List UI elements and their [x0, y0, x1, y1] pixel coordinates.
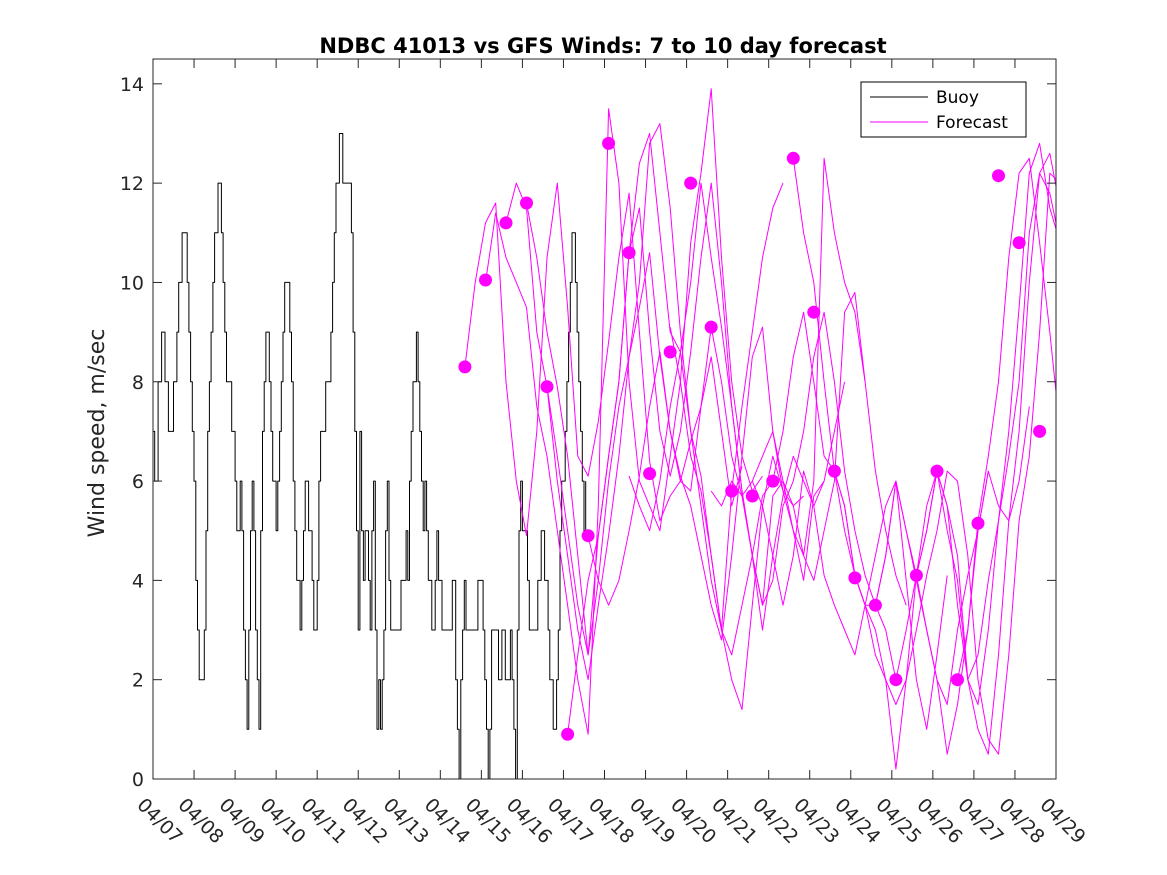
plot-area — [153, 88, 1056, 779]
y-tick-label: 0 — [132, 769, 144, 791]
y-tick-label: 10 — [120, 272, 144, 294]
forecast-marker-1 — [479, 273, 492, 287]
forecast-series-line-1 — [464, 182, 743, 537]
forecast-series-line-14 — [874, 142, 1056, 705]
legend-buoy-label: Buoy — [936, 88, 979, 108]
y-tick-label: 6 — [132, 471, 144, 493]
forecast-marker-10 — [663, 345, 677, 359]
forecast-series-line-11 — [751, 406, 1030, 755]
forecast-marker-21 — [889, 673, 903, 687]
forecast-series-line-15 — [915, 172, 1056, 681]
forecast-series-line-8 — [628, 182, 907, 606]
y-tick-label: 14 — [120, 74, 144, 96]
series-group — [153, 88, 1056, 779]
forecast-marker-4 — [540, 380, 554, 394]
forecast-marker-2 — [499, 216, 513, 230]
y-tick-label: 4 — [132, 570, 144, 592]
y-tick-label: 2 — [132, 670, 144, 692]
legend: Buoy Forecast — [860, 81, 1027, 138]
forecast-marker-26 — [992, 169, 1005, 183]
forecast-series-line-2 — [485, 88, 763, 735]
forecast-marker-13 — [725, 484, 739, 498]
forecast-marker-11 — [684, 176, 698, 190]
forecast-series-line-5 — [546, 123, 825, 710]
legend-forecast-label: Forecast — [936, 113, 1008, 133]
forecast-series-line-13 — [833, 152, 1056, 770]
buoy-series-line — [153, 133, 587, 779]
forecast-marker-28 — [1033, 424, 1047, 438]
forecast-marker-24 — [951, 673, 964, 687]
y-axis-label: Wind speed, m/sec — [85, 329, 110, 538]
forecast-marker-23 — [930, 464, 944, 478]
forecast-marker-25 — [971, 516, 985, 530]
forecast-marker-27 — [1012, 236, 1026, 250]
forecast-marker-17 — [807, 305, 821, 319]
forecast-marker-15 — [766, 474, 780, 488]
forecast-marker-12 — [704, 320, 718, 334]
forecast-marker-8 — [622, 246, 636, 260]
forecast-marker-18 — [827, 464, 841, 478]
y-tick-label: 12 — [120, 173, 144, 195]
forecast-series-line-7 — [587, 157, 866, 606]
forecast-marker-14 — [745, 489, 759, 503]
forecast-marker-0 — [458, 360, 472, 374]
forecast-marker-9 — [643, 467, 657, 481]
forecast-series-line-9 — [669, 311, 948, 730]
forecast-marker-19 — [848, 571, 862, 585]
forecast-marker-6 — [581, 529, 595, 543]
forecast-marker-7 — [602, 136, 616, 150]
forecast-marker-20 — [868, 598, 882, 612]
forecast-marker-5 — [561, 727, 575, 741]
forecast-marker-22 — [909, 568, 923, 582]
forecast-series-line-16 — [957, 157, 1056, 680]
legend-box — [860, 81, 1027, 138]
chart-title: NDBC 41013 vs GFS Winds: 7 to 10 day for… — [319, 34, 886, 58]
forecast-marker-3 — [520, 196, 533, 210]
y-tick-label: 8 — [132, 372, 144, 394]
forecast-series-line-10 — [710, 311, 989, 705]
forecast-marker-16 — [786, 151, 800, 165]
